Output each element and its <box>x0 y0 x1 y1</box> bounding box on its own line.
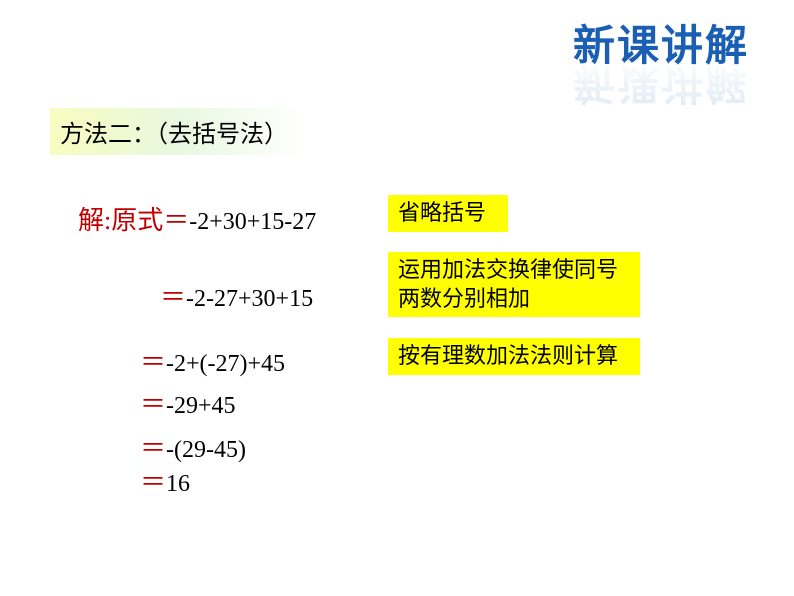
eq3-expr: -2+(-27)+45 <box>166 351 285 377</box>
eq5-expr: -(29-45) <box>166 437 246 463</box>
eq2-equals: ＝ <box>160 283 186 312</box>
page-title-reflection: 新课讲解 <box>573 56 749 117</box>
eq2-expr: -2-27+30+15 <box>186 286 313 312</box>
eq5-equals: ＝ <box>140 434 166 463</box>
eq3-equals: ＝ <box>140 348 166 377</box>
equation-line-4: ＝-29+45 <box>140 384 236 421</box>
eq4-equals: ＝ <box>140 390 166 419</box>
note-3: 按有理数加法法则计算 <box>388 338 640 375</box>
method-label: 方法二：（去括号法） <box>50 108 306 155</box>
eq1-prefix: 解:原式＝ <box>78 206 189 235</box>
equation-line-6: ＝16 <box>140 462 190 499</box>
equation-line-5: ＝-(29-45) <box>140 428 246 465</box>
equation-line-1: 解:原式＝-2+30+15-27 <box>78 200 316 237</box>
note-2: 运用加法交换律使同号两数分别相加 <box>388 252 640 317</box>
note-1: 省略括号 <box>388 195 508 232</box>
eq6-expr: 16 <box>166 471 190 497</box>
eq6-equals: ＝ <box>140 468 166 497</box>
equation-line-3: ＝-2+(-27)+45 <box>140 342 285 379</box>
eq1-expr: -2+30+15-27 <box>189 209 316 235</box>
equation-line-2: ＝-2-27+30+15 <box>160 277 313 314</box>
eq4-expr: -29+45 <box>166 393 236 419</box>
